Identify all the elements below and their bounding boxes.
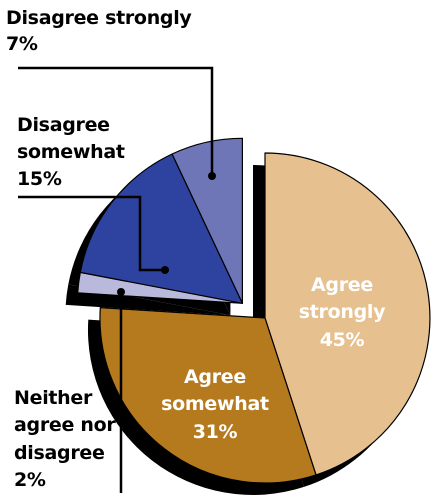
label-neither: Neither agree nor disagree 2% (14, 387, 117, 491)
label-disagree-somewhat-value: 15% (17, 168, 62, 190)
label-agree-strongly: Agree strongly 45% (299, 274, 387, 351)
label-neither-value: 2% (14, 469, 46, 491)
slice-agree-somewhat (99, 307, 317, 484)
label-disagree-strongly-value: 7% (6, 33, 38, 55)
slice-disagree-somewhat (79, 153, 243, 304)
pie-slices (77, 137, 431, 484)
label-disagree-somewhat-line1: Disagree (17, 114, 110, 136)
label-neither-line2: agree nor (14, 414, 116, 436)
label-agree-strongly-line2: strongly (299, 301, 386, 323)
slice-disagree-strongly (171, 137, 243, 304)
label-agree-somewhat-line2: somewhat (161, 393, 269, 415)
label-disagree-somewhat-line2: somewhat (17, 141, 125, 163)
leader-dot-disagree-strongly (208, 172, 216, 180)
label-neither-line1: Neither (14, 387, 93, 409)
label-agree-strongly-line1: Agree (311, 274, 373, 296)
label-neither-line3: disagree (14, 442, 105, 464)
label-disagree-somewhat: Disagree somewhat 15% (17, 114, 125, 190)
label-agree-somewhat: Agree somewhat 31% (161, 366, 269, 443)
leader-dot-disagree-somewhat (161, 266, 169, 274)
label-agree-somewhat-line1: Agree (184, 366, 246, 388)
label-agree-somewhat-value: 31% (193, 421, 238, 443)
leader-line-disagree-somewhat (18, 195, 165, 272)
slice-agree-strongly (264, 152, 431, 476)
leader-dot-neither (117, 288, 125, 296)
leader-line-disagree-strongly (18, 66, 214, 176)
leader-lines (18, 66, 216, 493)
label-disagree-strongly: Disagree strongly 7% (6, 7, 193, 55)
label-agree-strongly-value: 45% (320, 329, 365, 351)
label-disagree-strongly-name: Disagree strongly (6, 7, 192, 29)
